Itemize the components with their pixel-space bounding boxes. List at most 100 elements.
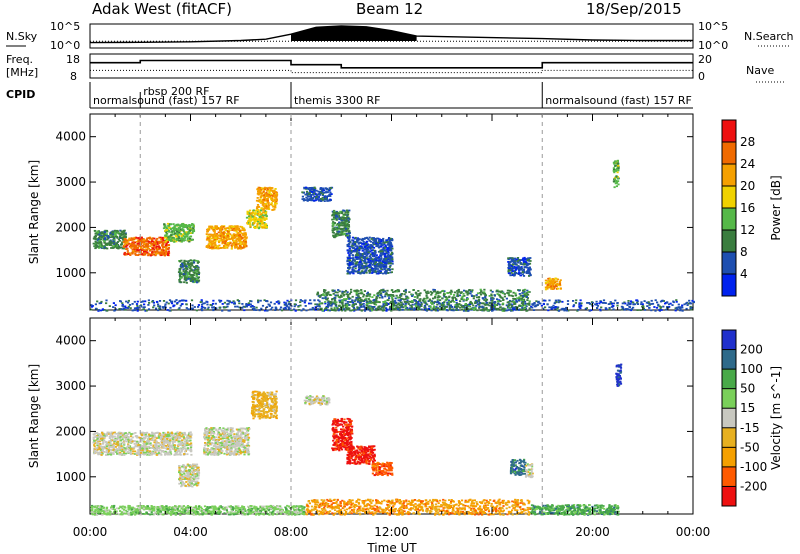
data-cell: [157, 248, 160, 251]
data-cell: [357, 258, 360, 260]
data-cell: [257, 192, 260, 195]
data-cell: [620, 308, 624, 311]
data-cell: [274, 203, 277, 205]
data-cell: [365, 243, 368, 245]
data-cell: [678, 307, 681, 309]
data-cell: [385, 256, 388, 258]
data-cell: [353, 250, 356, 253]
data-cell: [236, 238, 239, 240]
data-cell: [615, 185, 618, 188]
data-cell: [689, 307, 692, 310]
data-cell: [377, 256, 380, 258]
data-cell: [169, 238, 172, 241]
data-cell: [544, 286, 547, 289]
data-cell: [344, 217, 347, 219]
data-cell: [471, 308, 474, 311]
data-cell: [356, 247, 359, 249]
data-cell: [243, 309, 246, 312]
data-cell: [359, 247, 363, 250]
data-cell: [462, 299, 465, 302]
data-cell: [689, 305, 692, 308]
data-cell: [354, 299, 357, 301]
data-cell: [107, 235, 110, 237]
data-cell: [138, 242, 141, 244]
data-cell: [182, 223, 185, 226]
data-cell: [190, 307, 194, 310]
data-cell: [377, 244, 380, 247]
data-cell: [385, 240, 388, 242]
data-cell: [306, 194, 309, 197]
data-cell: [329, 187, 332, 189]
data-cell: [504, 307, 507, 310]
data-cell: [475, 304, 478, 307]
data-cell: [308, 187, 311, 189]
data-cell: [519, 272, 522, 274]
data-cell: [127, 305, 130, 308]
data-cell: [366, 265, 369, 267]
data-cell: [323, 196, 326, 199]
data-cell: [384, 264, 388, 267]
data-cell: [349, 257, 352, 259]
data-cell: [192, 227, 195, 230]
data-cell: [538, 302, 541, 305]
data-cell: [435, 306, 438, 308]
data-cell: [523, 266, 526, 268]
data-cell: [243, 241, 246, 244]
data-cell: [371, 307, 374, 310]
data-cell: [392, 304, 395, 307]
data-cell: [309, 189, 312, 191]
data-cell: [410, 306, 413, 309]
data-cell: [223, 306, 226, 309]
data-cell: [208, 225, 211, 228]
data-cell: [182, 226, 185, 229]
data-cell: [368, 261, 371, 264]
data-cell: [305, 186, 308, 189]
data-cell: [302, 191, 305, 194]
data-cell: [377, 263, 381, 266]
data-cell: [509, 265, 512, 267]
data-cell: [353, 247, 356, 249]
data-cell: [315, 198, 318, 200]
data-cell: [422, 298, 425, 301]
data-cell: [347, 296, 350, 299]
data-cell: [275, 202, 278, 205]
data-cell: [228, 225, 231, 228]
data-cell: [371, 245, 374, 248]
data-cell: [329, 302, 332, 305]
data-cell: [253, 309, 256, 311]
data-cell: [413, 307, 416, 310]
data-cell: [369, 259, 372, 262]
data-cell: [245, 216, 249, 219]
data-cell: [428, 305, 431, 308]
data-cell: [253, 220, 256, 223]
data-cell: [309, 299, 312, 302]
data-cell: [136, 247, 139, 249]
data-cell: [260, 207, 263, 209]
data-cell: [163, 224, 166, 227]
data-cell: [451, 297, 454, 300]
data-cell: [312, 199, 315, 202]
data-cell: [144, 252, 147, 254]
data-cell: [241, 243, 244, 245]
data-cell: [191, 223, 194, 225]
data-cell: [274, 195, 277, 198]
data-cell: [191, 264, 194, 267]
data-cell: [125, 253, 128, 256]
data-cell: [215, 246, 218, 249]
data-cell: [348, 272, 351, 275]
data-cell: [226, 305, 229, 308]
data-cell: [190, 224, 193, 227]
data-cell: [615, 181, 618, 184]
data-cell: [342, 227, 345, 230]
data-cell: [241, 237, 244, 240]
data-cell: [391, 308, 394, 311]
data-cell: [550, 306, 553, 309]
data-cell: [417, 303, 420, 305]
data-cell: [380, 244, 383, 246]
data-cell: [170, 234, 173, 236]
data-cell: [519, 309, 523, 311]
data-cell: [191, 304, 194, 307]
data-cell: [352, 242, 355, 245]
data-cell: [223, 231, 226, 233]
data-cell: [124, 305, 127, 308]
